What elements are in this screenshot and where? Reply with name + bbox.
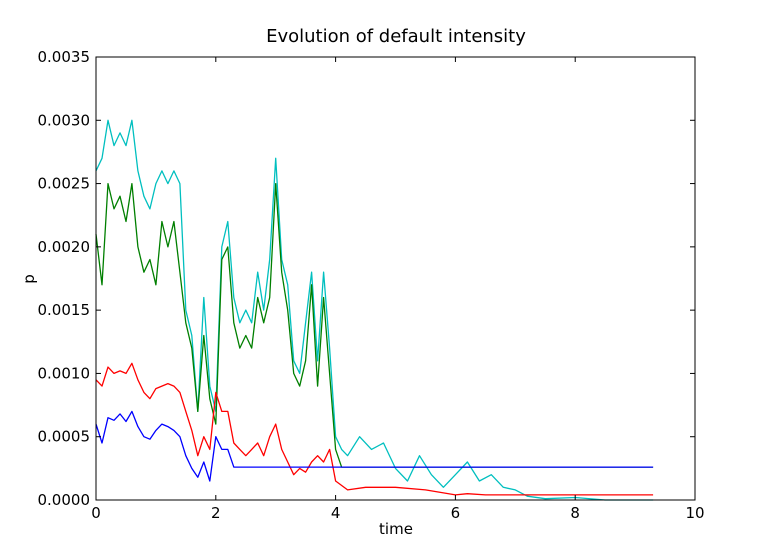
plot-frame [95, 56, 696, 501]
line-series-cyan [95, 119, 654, 501]
y-tick-label: 0.0005 [38, 428, 91, 446]
axes-layer: 0 2 4 6 8 10 0.0000 0.0005 0.0010 0.0015 0.0020 0.0… [38, 48, 705, 522]
x-axis-title: time [379, 520, 413, 538]
plot-area [96, 57, 695, 500]
line-series-red [95, 362, 654, 496]
x-tick-label: 6 [451, 504, 461, 522]
x-tick-label: 8 [570, 504, 580, 522]
plot-background [96, 57, 695, 500]
chart-title: Evolution of default intensity [266, 26, 526, 47]
x-tick-label: 4 [331, 504, 341, 522]
y-tick-label: 0.0010 [38, 364, 91, 382]
line-series-blue [95, 410, 654, 482]
x-tick-label: 0 [91, 504, 101, 522]
series-layer [95, 119, 654, 501]
y-tick-label: 0.0030 [38, 111, 91, 129]
y-tick-label: 0.0020 [38, 238, 91, 256]
x-tick-label: 2 [211, 504, 221, 522]
y-tick-label: 0.0015 [38, 301, 91, 319]
x-tick-label: 10 [685, 504, 704, 522]
y-tick-label: 0.0025 [38, 175, 91, 193]
y-tick-label: 0.0000 [38, 491, 91, 509]
y-tick-label: 0.0035 [38, 48, 91, 66]
y-axis-title: p [20, 274, 38, 284]
